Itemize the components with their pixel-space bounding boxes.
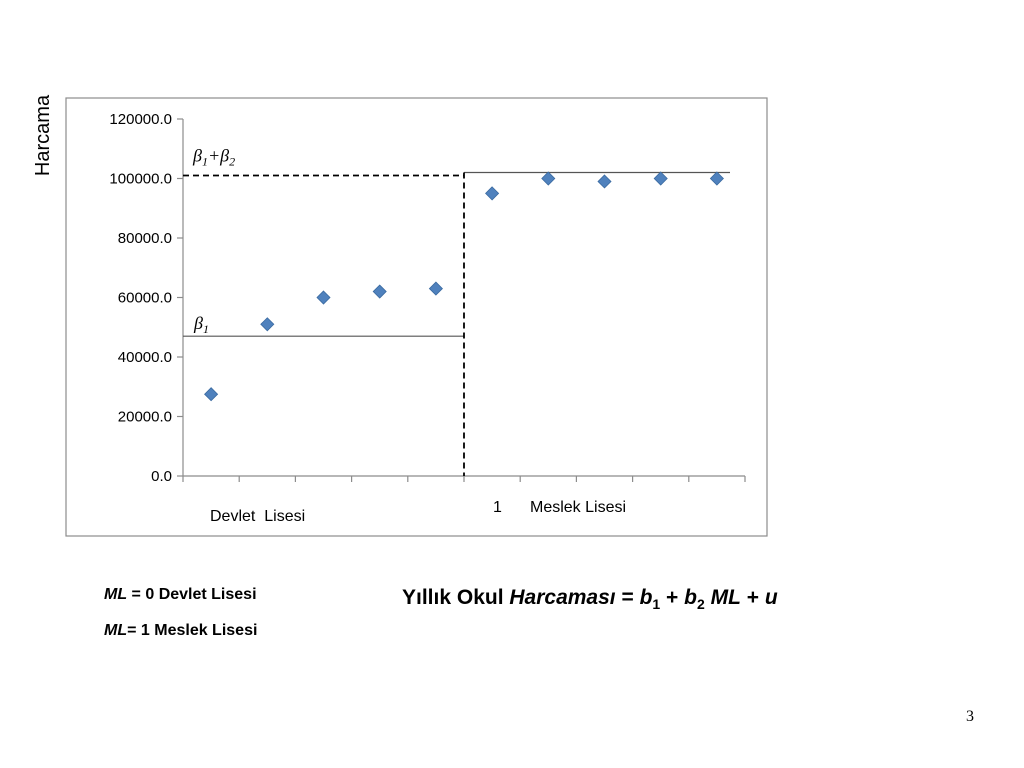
- legend-text-0: = 0 Devlet Lisesi: [127, 586, 257, 603]
- beta1-label: β1: [193, 313, 209, 336]
- y-tick-label: 120000.0: [109, 111, 172, 128]
- data-point-diamond: [485, 186, 500, 201]
- formula-sub2: 2: [696, 596, 705, 613]
- legend-var-0: ML: [104, 586, 128, 603]
- formula-ml: ML: [710, 586, 741, 609]
- page-number: 3: [966, 708, 974, 725]
- category-label-devlet: Devlet Lisesi: [210, 508, 305, 525]
- y-tick-label: 60000.0: [118, 290, 172, 307]
- data-point-diamond: [204, 387, 219, 402]
- data-point-diamond: [709, 171, 724, 186]
- data-point-diamond: [597, 174, 612, 189]
- data-point-diamond: [260, 317, 275, 332]
- beta1-plus-beta2-label: β1+β2: [192, 146, 235, 169]
- category-label-meslek: Meslek Lisesi: [530, 499, 626, 516]
- data-point-diamond: [372, 284, 387, 299]
- chart-axes: 120000.0 100000.0 80000.0 60000.0 40000.0 200…: [109, 111, 746, 485]
- data-point-diamond: [541, 171, 556, 186]
- y-tick-label: 80000.0: [118, 230, 172, 247]
- data-points: [204, 171, 724, 402]
- formula-plus1: +: [660, 586, 685, 609]
- formula-eq: =: [615, 586, 640, 609]
- reference-lines: [183, 171, 730, 476]
- formula-prefix: Yıllık Okul: [402, 586, 510, 609]
- category-index-label: 1: [493, 499, 502, 516]
- y-tick-label: 40000.0: [118, 349, 172, 366]
- regression-formula: Yıllık Okul Harcaması = b1 + b2 ML + u: [402, 586, 778, 612]
- data-point-diamond: [428, 281, 443, 296]
- formula-word: Harcaması: [509, 586, 616, 609]
- data-point-diamond: [316, 290, 331, 305]
- legend-var-1: ML: [104, 622, 128, 639]
- data-point-diamond: [653, 171, 668, 186]
- formula-plus2: +: [740, 586, 765, 609]
- formula-sub1: 1: [652, 596, 661, 613]
- formula-u: u: [764, 586, 778, 609]
- formula-b2: b: [684, 586, 697, 609]
- legend-text-1: = 1 Meslek Lisesi: [127, 622, 258, 639]
- y-tick-label: 20000.0: [118, 409, 172, 426]
- legend-line-0: ML = 0 Devlet Lisesi: [104, 586, 257, 604]
- y-tick-label: 100000.0: [109, 171, 172, 188]
- y-tick-label: 0.0: [151, 468, 172, 485]
- formula-b1: b: [639, 586, 653, 609]
- legend-line-1: ML= 1 Meslek Lisesi: [104, 622, 257, 640]
- chart-annotations: β1 β1+β2 Devlet Lisesi 1 Meslek Lisesi: [192, 146, 626, 525]
